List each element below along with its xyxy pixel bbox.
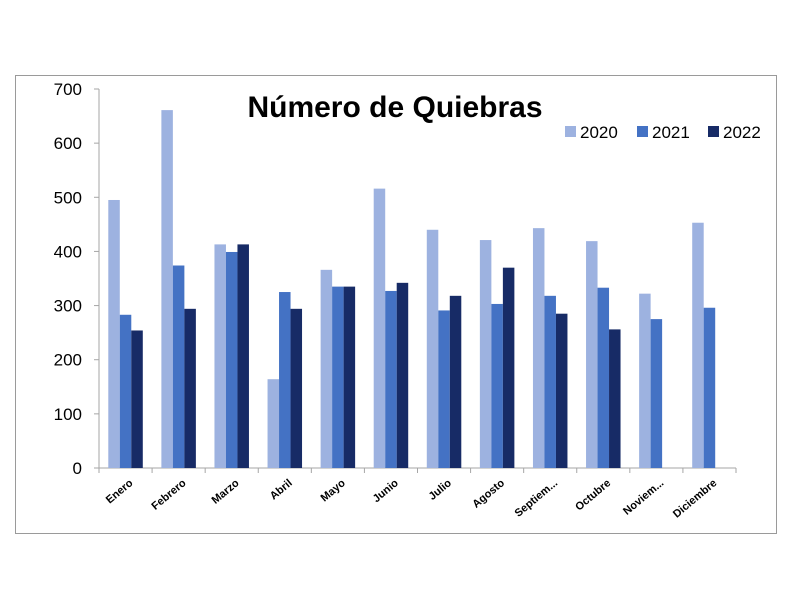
chart-title: Número de Quiebras (247, 91, 542, 124)
y-tick-label: 200 (54, 351, 82, 370)
bar-2021-Mayo (332, 286, 344, 468)
bar-2020-Agosto (479, 240, 492, 468)
bar-2021-Diciembre (703, 307, 716, 468)
bar-2020-Septiem... (532, 228, 545, 468)
bar-2021-Enero (119, 314, 132, 468)
bar-2021-Septiem... (544, 295, 556, 468)
bar-2022-Julio (449, 295, 462, 468)
bar-2022-Marzo (237, 244, 249, 468)
bar-2022-Febrero (184, 308, 196, 468)
x-tick-label: Febrero (149, 477, 188, 513)
bar-2020-Enero (108, 199, 120, 468)
x-tick-label: Junio (371, 477, 401, 505)
bar-2021-Agosto (491, 303, 503, 468)
legend: 2020 2021 2022 (565, 123, 761, 142)
bar-2022-Abril (290, 308, 303, 468)
bar-2020-Junio (373, 188, 386, 468)
legend-label-2020: 2020 (580, 123, 618, 142)
legend-label-2021: 2021 (652, 123, 690, 142)
x-tick-label: Octubre (573, 477, 613, 513)
bar-2021-Marzo (225, 251, 238, 468)
y-tick-label: 0 (73, 459, 82, 478)
legend-swatch-2021 (637, 126, 648, 137)
x-axis: Enero Febrero Marzo Abril Mayo Junio Julio Agos… (98, 467, 737, 520)
x-tick-label: Mayo (319, 477, 348, 504)
x-tick-label: Marzo (210, 477, 242, 507)
bar-2022-Junio (396, 282, 409, 468)
bar-2021-Abril (279, 292, 291, 468)
x-tick-label: Septiem... (513, 477, 561, 520)
y-tick-label: 500 (54, 188, 82, 207)
bar-2020-Febrero (161, 110, 173, 468)
y-tick-label: 300 (54, 297, 82, 316)
bar-2020-Abril (267, 379, 280, 468)
bar-2020-Mayo (320, 269, 333, 468)
y-tick-label: 700 (54, 80, 82, 99)
bar-2021-Octubre (597, 287, 610, 468)
bar-2022-Octubre (609, 329, 621, 468)
bar-2021-Noviem... (650, 319, 663, 468)
bar-2022-Mayo (343, 286, 356, 468)
bar-2020-Noviem... (639, 293, 651, 468)
legend-label-2022: 2022 (723, 123, 761, 142)
x-tick-label: Agosto (470, 477, 507, 511)
legend-swatch-2020 (565, 126, 576, 137)
y-tick-label: 400 (54, 242, 82, 261)
bar-2020-Julio (426, 229, 439, 468)
x-tick-label: Diciembre (671, 477, 719, 520)
x-tick-label: Noviem... (621, 477, 666, 518)
bar-2020-Diciembre (692, 222, 704, 468)
bar-2021-Junio (385, 290, 397, 468)
bar-2022-Enero (131, 330, 143, 468)
legend-swatch-2022 (708, 126, 719, 137)
bar-2022-Agosto (502, 267, 515, 468)
y-tick-label: 100 (54, 405, 82, 424)
y-axis: 0 100 200 300 400 500 600 700 (54, 80, 100, 478)
y-tick-label: 600 (54, 134, 82, 153)
bar-2022-Septiem... (555, 313, 568, 468)
bars (108, 110, 716, 468)
bar-2020-Octubre (586, 241, 598, 468)
x-tick-label: Abril (268, 477, 295, 502)
x-tick-label: Julio (427, 477, 455, 503)
bar-2020-Marzo (214, 244, 226, 468)
bar-2021-Febrero (172, 265, 185, 468)
bar-2021-Julio (438, 310, 450, 468)
x-tick-label: Enero (104, 477, 136, 506)
